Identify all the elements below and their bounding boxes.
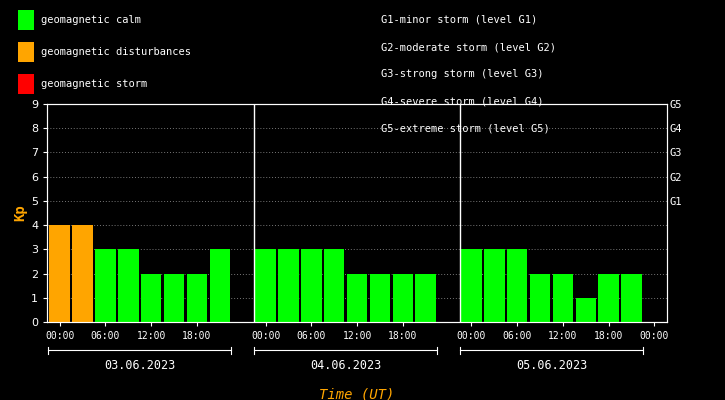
Bar (530, 274, 550, 322)
Bar (461, 249, 481, 322)
Text: 05.06.2023: 05.06.2023 (516, 359, 587, 372)
Bar (210, 249, 230, 322)
Text: G5-extreme storm (level G5): G5-extreme storm (level G5) (381, 124, 550, 134)
Bar (255, 249, 276, 322)
Text: geomagnetic storm: geomagnetic storm (41, 79, 148, 89)
Bar (392, 274, 413, 322)
Text: geomagnetic calm: geomagnetic calm (41, 15, 141, 25)
Bar (72, 225, 93, 322)
Bar (507, 249, 528, 322)
Bar (186, 274, 207, 322)
Bar (484, 249, 505, 322)
Text: G1-minor storm (level G1): G1-minor storm (level G1) (381, 15, 537, 25)
Text: G4-severe storm (level G4): G4-severe storm (level G4) (381, 97, 543, 107)
Text: G3-strong storm (level G3): G3-strong storm (level G3) (381, 70, 543, 80)
Bar (347, 274, 368, 322)
Text: 03.06.2023: 03.06.2023 (104, 359, 175, 372)
Bar (301, 249, 322, 322)
Bar (552, 274, 573, 322)
Text: G2-moderate storm (level G2): G2-moderate storm (level G2) (381, 42, 555, 52)
Bar (370, 274, 390, 322)
Bar (278, 249, 299, 322)
Bar (598, 274, 619, 322)
Bar (49, 225, 70, 322)
Y-axis label: Kp: Kp (13, 205, 27, 221)
Text: Time (UT): Time (UT) (320, 387, 394, 400)
Bar (621, 274, 642, 322)
Text: 04.06.2023: 04.06.2023 (310, 359, 381, 372)
Bar (141, 274, 162, 322)
Bar (576, 298, 596, 322)
Bar (324, 249, 344, 322)
Bar (118, 249, 138, 322)
Bar (95, 249, 116, 322)
Bar (164, 274, 184, 322)
Text: geomagnetic disturbances: geomagnetic disturbances (41, 47, 191, 57)
Bar (415, 274, 436, 322)
